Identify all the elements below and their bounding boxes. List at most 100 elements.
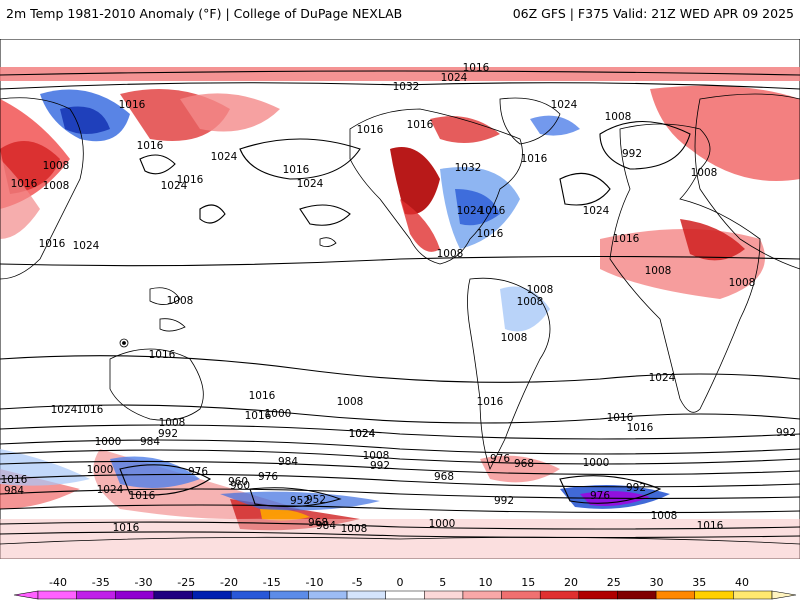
isobar-label: 1016 bbox=[245, 410, 272, 422]
isobar-label: 1016 bbox=[477, 396, 504, 408]
colorbar-bin bbox=[578, 590, 618, 600]
isobar-label: 1008 bbox=[691, 167, 718, 179]
isobar-label: 960 bbox=[230, 480, 250, 492]
colorbar-bin bbox=[655, 590, 695, 600]
isobar-label: 1024 bbox=[349, 428, 376, 440]
isobar-label: 1016 bbox=[177, 174, 204, 186]
isobar-label: 1024 bbox=[297, 178, 324, 190]
colorbar-tick-label: 10 bbox=[479, 576, 493, 589]
isobar-label: 1008 bbox=[501, 332, 528, 344]
isobar-label: 1016 bbox=[521, 153, 548, 165]
colorbar-bin bbox=[269, 590, 309, 600]
isobar-label: 960 bbox=[228, 476, 248, 488]
isobar-label: 1008 bbox=[527, 284, 554, 296]
colorbar-ramp: -40 -35 -30 -25 -20 -15 -10 -5 0 5 10 15 20 25 30 35 40 bbox=[13, 576, 797, 600]
isobar-label: 1024 bbox=[583, 205, 610, 217]
isobar-label: 1016 bbox=[11, 178, 38, 190]
colorbar-left-arrow bbox=[13, 590, 39, 600]
isobar-label: 1016 bbox=[627, 422, 654, 434]
isobar-label: 1016 bbox=[357, 124, 384, 136]
isobar-label: 1032 bbox=[455, 162, 482, 174]
isobar-label: 1008 bbox=[605, 111, 632, 123]
colorbar: -40 -35 -30 -25 -20 -15 -10 -5 0 5 10 15 20 25 30 35 40 bbox=[0, 574, 800, 600]
colorbar-tick-label: -40 bbox=[49, 576, 67, 589]
isobar-label: 1008 bbox=[43, 180, 70, 192]
colorbar-bin bbox=[733, 590, 773, 600]
isobar-label: 1000 bbox=[429, 518, 456, 530]
isobar-label: 1016 bbox=[119, 99, 146, 111]
colorbar-bin bbox=[115, 590, 155, 600]
title-right: 06Z GFS | F375 Valid: 21Z WED APR 09 202… bbox=[512, 6, 794, 21]
isobar-label: 992 bbox=[158, 428, 178, 440]
isobar-label: 1016 bbox=[39, 238, 66, 250]
colorbar-bin bbox=[308, 590, 348, 600]
isobar-label: 1000 bbox=[583, 457, 610, 469]
isobar-label: 1008 bbox=[437, 248, 464, 260]
isobar-label: 992 bbox=[626, 482, 646, 494]
colorbar-bin bbox=[694, 590, 734, 600]
colorbar-bin bbox=[153, 590, 193, 600]
isobar-label: 984 bbox=[316, 520, 336, 532]
isobar-label: 1024 bbox=[73, 240, 100, 252]
isobar-label: 1008 bbox=[651, 510, 678, 522]
isobar-label: 1016 bbox=[613, 233, 640, 245]
isobar-label: 1016 bbox=[1, 474, 28, 486]
isobar-label: 1008 bbox=[159, 417, 186, 429]
colorbar-bin bbox=[462, 590, 502, 600]
colorbar-tick-label: 0 bbox=[397, 576, 404, 589]
isobar-label: 992 bbox=[776, 427, 796, 439]
colorbar-tick-label: 25 bbox=[607, 576, 621, 589]
isobar-label: 1008 bbox=[729, 277, 756, 289]
isobar-label: 1024 bbox=[161, 180, 188, 192]
isobar-label: 1016 bbox=[697, 520, 724, 532]
colorbar-bin bbox=[501, 590, 541, 600]
isobar-contours bbox=[0, 70, 800, 539]
isobar-label: 1024 bbox=[97, 484, 124, 496]
isobar-label: 1016 bbox=[149, 349, 176, 361]
isobar-label: 1008 bbox=[363, 450, 390, 462]
isobar-label: 1008 bbox=[43, 160, 70, 172]
isobar-label: 1008 bbox=[517, 296, 544, 308]
isobar-label: 1024 bbox=[441, 72, 468, 84]
isobar-label: 1000 bbox=[265, 408, 292, 420]
colorbar-tick-label: -25 bbox=[177, 576, 195, 589]
colorbar-bin bbox=[539, 590, 580, 600]
isobar-label: 1024 bbox=[457, 205, 484, 217]
isobar-label: 1000 bbox=[95, 436, 122, 448]
coastlines bbox=[0, 93, 800, 545]
isobar-label: 1016 bbox=[407, 119, 434, 131]
isobar-label: 1016 bbox=[129, 490, 156, 502]
colorbar-tick-label: 40 bbox=[735, 576, 749, 589]
isobar-label: 984 bbox=[278, 456, 298, 468]
colorbar-tick-label: -5 bbox=[352, 576, 363, 589]
colorbar-bin bbox=[76, 590, 116, 600]
isobar-label: 992 bbox=[370, 460, 390, 472]
isobar-label: 952 bbox=[290, 495, 310, 507]
isobar-label: 1016 bbox=[607, 412, 634, 424]
isobar-label: 1032 bbox=[393, 81, 420, 93]
isobar-label: 984 bbox=[4, 485, 24, 497]
isobar-label: 1016 bbox=[77, 404, 104, 416]
isobar-label: 1024 bbox=[551, 99, 578, 111]
isobar-label: 1008 bbox=[167, 295, 194, 307]
isobar-label: 1016 bbox=[113, 522, 140, 534]
colorbar-tick-label: 30 bbox=[650, 576, 664, 589]
colorbar-tick-label: 20 bbox=[564, 576, 578, 589]
isobar-label: 1008 bbox=[337, 396, 364, 408]
colorbar-bin bbox=[192, 590, 232, 600]
colorbar-tick-label: -10 bbox=[306, 576, 324, 589]
colorbar-tick-label: -20 bbox=[220, 576, 238, 589]
isobar-label: 968 bbox=[434, 471, 454, 483]
colorbar-tick-label: 15 bbox=[521, 576, 535, 589]
isobar-label: 968 bbox=[308, 517, 328, 529]
isobar-label: 992 bbox=[622, 148, 642, 160]
isobar-label: 976 bbox=[490, 453, 510, 465]
isobar-label: 1024 bbox=[211, 151, 238, 163]
isobar-label: 1016 bbox=[463, 62, 490, 74]
isobar-label: 1016 bbox=[137, 140, 164, 152]
isobar-label: 1024 bbox=[349, 428, 376, 440]
colorbar-tick-label: -35 bbox=[92, 576, 110, 589]
colorbar-right-arrow bbox=[771, 590, 797, 600]
colorbar-tick-label: 5 bbox=[439, 576, 446, 589]
